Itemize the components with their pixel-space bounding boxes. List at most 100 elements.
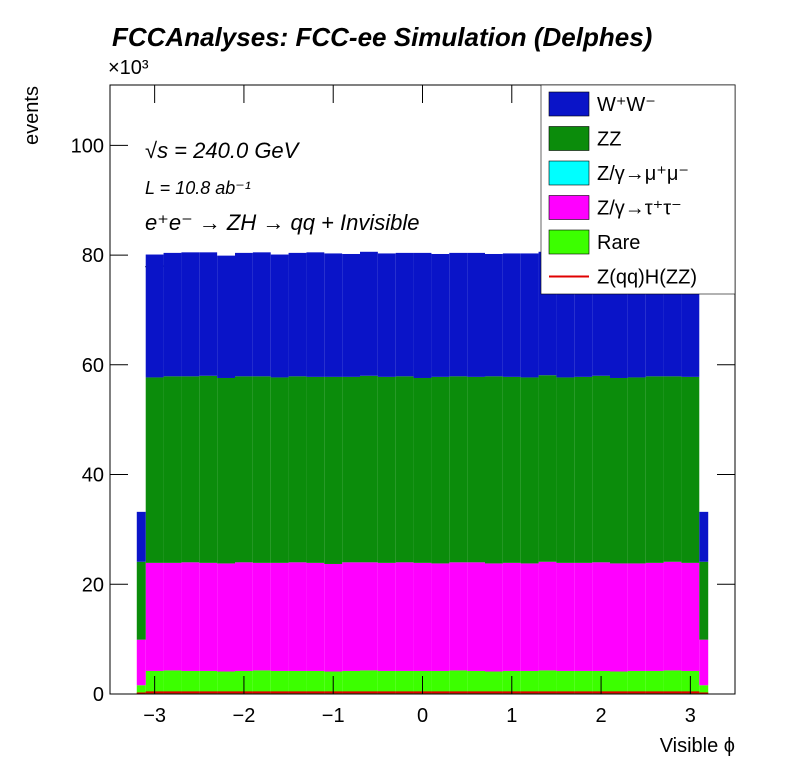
legend-swatch <box>548 126 590 151</box>
bar-segment <box>342 670 360 694</box>
y-axis-label: events <box>21 86 43 145</box>
x-tick-label: −3 <box>143 705 166 727</box>
bar-segment <box>627 563 646 671</box>
bar-segment <box>163 376 182 563</box>
bar-segment <box>395 670 414 694</box>
legend-swatch <box>548 160 590 186</box>
bar-segment <box>556 670 575 694</box>
bar-segment <box>431 563 450 671</box>
bar-segment <box>485 563 503 672</box>
chart-title: FCCAnalyses: FCC-ee Simulation (Delphes) <box>112 22 652 52</box>
bar-segment <box>360 375 378 563</box>
bar-segment <box>199 375 218 563</box>
x-tick-label: 3 <box>685 705 696 727</box>
bar-segment <box>306 562 325 671</box>
legend-label: Z/γ→μ⁺μ⁻ <box>597 163 689 185</box>
bar-segment <box>467 562 485 671</box>
bar-segment <box>360 562 378 671</box>
legend-label: Z(qq)H(ZZ) <box>597 267 697 289</box>
x-axis-label: Visible ϕ <box>660 735 735 757</box>
legend-box <box>540 84 736 295</box>
bar-segment <box>467 252 485 377</box>
y-tick-label: 60 <box>82 355 104 377</box>
bar-segment <box>395 252 414 377</box>
annotation: e⁺e⁻ → ZH → qq + Invisible <box>145 210 420 235</box>
legend-label: Z/γ→τ⁺τ⁻ <box>597 198 682 220</box>
bar-segment <box>342 376 360 563</box>
y-tick-label: 100 <box>71 135 104 157</box>
bar-segment <box>699 561 709 640</box>
bar-segment <box>360 670 378 694</box>
legend-label: ZZ <box>597 129 621 151</box>
bar-segment <box>288 670 307 694</box>
bar-segment <box>288 376 307 563</box>
bar-segment <box>145 377 164 563</box>
bar-segment <box>136 561 146 640</box>
bar-segment <box>235 562 253 671</box>
bar-segment <box>699 639 709 686</box>
bar-segment <box>217 255 235 378</box>
bar-segment <box>681 376 700 563</box>
bar-segment <box>270 377 289 563</box>
bar-segment <box>663 376 682 562</box>
bar-segment <box>449 670 468 694</box>
bar-segment <box>663 670 682 694</box>
bar-segment <box>252 376 271 563</box>
bar-segment <box>502 562 521 671</box>
bar-segment <box>645 670 664 694</box>
bar-segment <box>538 375 557 562</box>
bar-segment <box>342 253 360 377</box>
bar-segment <box>235 252 253 377</box>
bar-segment <box>663 561 682 671</box>
bar-segment <box>556 562 575 671</box>
bar-segment <box>342 562 360 671</box>
legend-swatch <box>548 229 590 255</box>
bar-segment <box>413 562 432 671</box>
bar-segment <box>699 685 709 694</box>
bar-segment <box>181 376 200 563</box>
legend-label: W⁺W⁻ <box>597 94 656 116</box>
bar-segment <box>574 562 593 671</box>
bar-segment <box>467 376 485 563</box>
bar-segment <box>431 670 450 694</box>
x-tick-label: −2 <box>233 705 256 727</box>
bar-segment <box>413 377 432 563</box>
bar-segment <box>485 671 503 694</box>
bar-segment <box>163 670 182 694</box>
bar-segment <box>377 670 396 694</box>
bar-segment <box>520 253 539 378</box>
x-tick-label: 2 <box>596 705 607 727</box>
bar-segment <box>270 562 289 671</box>
bar-segment <box>270 670 289 694</box>
bar-segment <box>520 670 539 694</box>
bar-segment <box>377 253 396 377</box>
bar-segment <box>520 377 539 564</box>
bar-segment <box>199 252 218 376</box>
bar-segment <box>306 376 325 563</box>
bar-segment <box>502 376 521 563</box>
y-tick-label: 20 <box>82 574 104 596</box>
bar-segment <box>270 254 289 378</box>
x-tick-label: −1 <box>322 705 345 727</box>
bar-segment <box>288 562 307 671</box>
bar-segment <box>306 252 325 377</box>
bar-segment <box>610 563 628 672</box>
bar-segment <box>538 670 557 694</box>
bar-segment <box>502 253 521 377</box>
annotation: √s = 240.0 GeV <box>145 138 301 163</box>
bar-segment <box>324 253 343 377</box>
bar-segment <box>199 670 218 694</box>
bar-segment <box>610 377 628 564</box>
bar-segment <box>449 376 468 563</box>
legend-label: Rare <box>597 232 640 254</box>
y-multiplier: ×10³ <box>108 57 149 79</box>
bar-segment <box>592 375 610 563</box>
bar-segment <box>217 563 235 672</box>
bar-segment <box>136 685 146 694</box>
bar-segment <box>645 562 664 671</box>
bar-segment <box>574 670 593 694</box>
bar-segment <box>217 671 235 694</box>
bar-segment <box>627 670 646 694</box>
bar-segment <box>449 562 468 671</box>
